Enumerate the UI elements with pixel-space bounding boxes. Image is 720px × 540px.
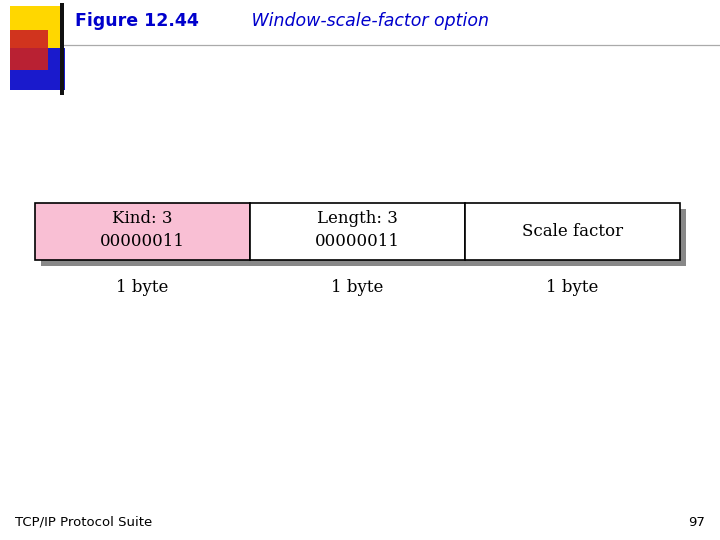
Text: 1 byte: 1 byte <box>117 280 168 296</box>
Text: Window-scale-factor option: Window-scale-factor option <box>235 12 489 30</box>
Text: Scale factor: Scale factor <box>522 223 623 240</box>
Bar <box>35 203 250 260</box>
Text: 97: 97 <box>688 516 705 529</box>
Bar <box>41 209 256 266</box>
Text: Length: 3: Length: 3 <box>317 210 398 227</box>
Bar <box>10 30 48 70</box>
Bar <box>256 209 471 266</box>
Bar <box>471 209 686 266</box>
Bar <box>10 48 65 90</box>
Bar <box>250 203 465 260</box>
Bar <box>465 203 680 260</box>
Text: 00000011: 00000011 <box>315 233 400 250</box>
Text: Figure 12.44: Figure 12.44 <box>75 12 199 30</box>
Bar <box>10 6 60 48</box>
Text: 1 byte: 1 byte <box>546 280 599 296</box>
Bar <box>60 3 64 95</box>
Text: Kind: 3: Kind: 3 <box>112 210 173 227</box>
Text: 00000011: 00000011 <box>100 233 185 250</box>
Text: TCP/IP Protocol Suite: TCP/IP Protocol Suite <box>15 516 152 529</box>
Text: 1 byte: 1 byte <box>331 280 384 296</box>
